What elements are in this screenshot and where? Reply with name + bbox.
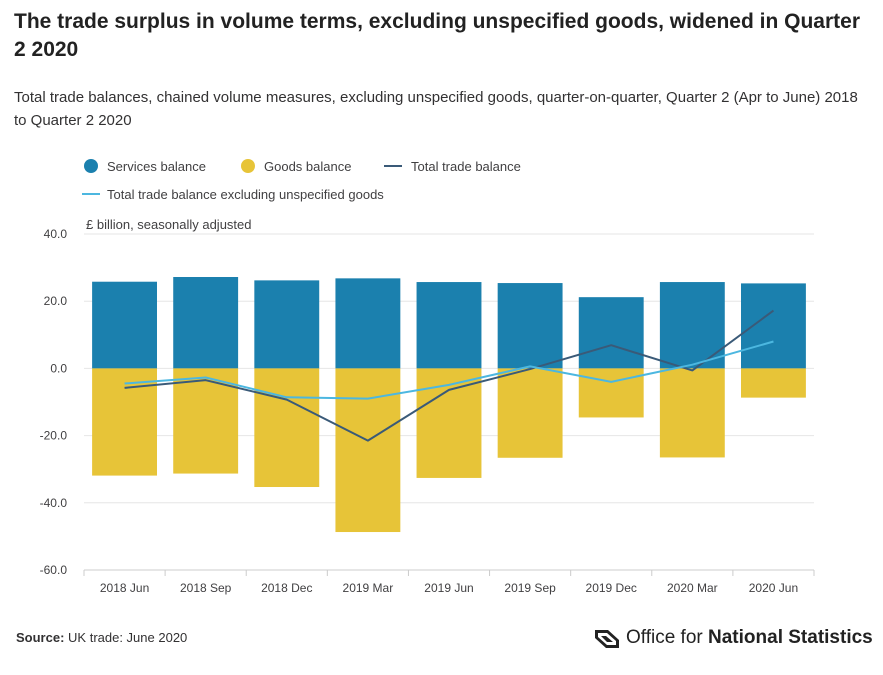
y-tick-label: 20.0 <box>44 294 68 308</box>
goods-bar[interactable] <box>416 368 482 478</box>
ons-logo-text-regular: Office for <box>626 627 709 648</box>
y-tick-label: 40.0 <box>44 227 68 241</box>
source-label: Source: <box>16 630 65 645</box>
axes: -60.0 -40.0 -20.0 0.0 20.0 40.0 2018 Jun 2018 S… <box>40 227 815 595</box>
services-bar[interactable] <box>92 281 157 369</box>
y-tick-label: 0.0 <box>50 361 67 375</box>
legend-swatch-goods <box>241 159 255 173</box>
x-tick-label: 2019 Dec <box>586 581 637 595</box>
goods-bar[interactable] <box>254 368 320 488</box>
y-tick-label: -40.0 <box>40 496 68 510</box>
services-bar[interactable] <box>741 283 806 369</box>
services-bar[interactable] <box>659 282 725 369</box>
services-bar[interactable] <box>335 278 401 369</box>
goods-bar[interactable] <box>659 368 725 458</box>
trade-balance-chart: Services balance Goods balance Total tra… <box>40 159 815 595</box>
legend: Services balance Goods balance Total tra… <box>82 159 521 202</box>
ons-logo-text-bold: National Statistics <box>708 627 873 648</box>
services-bar[interactable] <box>497 283 563 369</box>
services-bar[interactable] <box>173 277 239 369</box>
legend-item-services[interactable]: Services balance <box>84 159 206 174</box>
legend-label-total-excl: Total trade balance excluding unspecifie… <box>107 187 384 202</box>
x-tick-label: 2019 Jun <box>424 581 473 595</box>
y-axis-unit-label: £ billion, seasonally adjusted <box>86 217 252 232</box>
bars <box>92 277 806 533</box>
services-bar[interactable] <box>254 280 320 369</box>
legend-swatch-services <box>84 159 98 173</box>
x-tick-label: 2018 Sep <box>180 581 232 595</box>
services-bar[interactable] <box>578 297 644 369</box>
y-tick-label: -20.0 <box>40 429 68 443</box>
chart-title: The trade surplus in volume terms, exclu… <box>14 10 860 61</box>
goods-bar[interactable] <box>578 368 644 418</box>
lines <box>124 309 775 442</box>
chart-subtitle: Total trade balances, chained volume mea… <box>14 89 858 129</box>
x-tick-label: 2019 Sep <box>504 581 556 595</box>
legend-label-total: Total trade balance <box>411 159 521 174</box>
goods-bar[interactable] <box>335 368 401 533</box>
source-note: Source: UK trade: June 2020 <box>16 630 187 645</box>
total-trade-balance-line[interactable] <box>124 309 775 442</box>
total-trade-balance-excl-line[interactable] <box>124 340 774 400</box>
x-tick-label: 2018 Jun <box>100 581 149 595</box>
x-tick-label: 2020 Jun <box>749 581 798 595</box>
legend-item-goods[interactable]: Goods balance <box>241 159 351 174</box>
legend-item-total-excl[interactable]: Total trade balance excluding unspecifie… <box>82 187 384 202</box>
x-tick-label: 2020 Mar <box>667 581 718 595</box>
goods-bar[interactable] <box>92 368 157 476</box>
x-tick-label: 2019 Mar <box>343 581 394 595</box>
legend-label-goods: Goods balance <box>264 159 351 174</box>
legend-label-services: Services balance <box>107 159 206 174</box>
legend-item-total[interactable]: Total trade balance <box>384 159 521 174</box>
goods-bar[interactable] <box>173 368 239 474</box>
goods-bar[interactable] <box>741 368 806 398</box>
y-tick-label: -60.0 <box>40 563 68 577</box>
ons-logo-icon <box>595 630 619 648</box>
source-text: UK trade: June 2020 <box>68 630 188 645</box>
x-tick-label: 2018 Dec <box>261 581 312 595</box>
ons-logo[interactable]: Office for National Statistics <box>594 624 873 652</box>
services-bar[interactable] <box>416 282 482 369</box>
goods-bar[interactable] <box>497 368 563 458</box>
ons-logo-text: Office for National Statistics <box>626 627 873 649</box>
